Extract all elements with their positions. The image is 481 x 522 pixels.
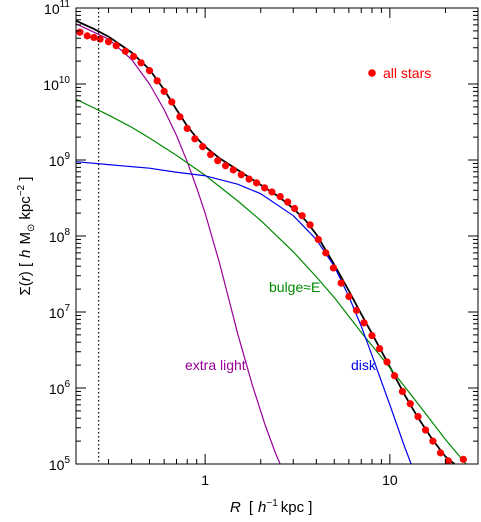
data-point xyxy=(268,188,276,196)
y-tick-label: 105 xyxy=(49,455,71,473)
points-layer xyxy=(76,28,467,464)
label-extra-light: extra light xyxy=(185,357,246,373)
data-point xyxy=(104,38,113,46)
data-point xyxy=(206,150,215,159)
data-point xyxy=(383,358,391,366)
y-axis-unit-h: h xyxy=(17,250,34,258)
x-axis-unit-exp: −1 xyxy=(266,498,278,509)
y-axis-exp: −2 xyxy=(16,184,27,196)
label-bulge: bulge≈E xyxy=(269,279,320,295)
data-point xyxy=(414,413,422,421)
data-point xyxy=(276,192,284,201)
y-axis-sun-sub: ⊙ xyxy=(26,224,37,232)
data-point xyxy=(145,67,154,75)
y-tick-label: 1011 xyxy=(44,0,70,17)
x-axis-unit-h: h xyxy=(258,499,266,516)
label-disk: disk xyxy=(351,357,377,373)
x-axis-open: [ xyxy=(249,499,254,516)
y-tick-label: 106 xyxy=(49,379,71,397)
y-tick-label: 109 xyxy=(49,151,71,169)
y-axis-ticks xyxy=(76,7,478,465)
data-point xyxy=(314,235,322,244)
data-point xyxy=(221,162,230,170)
data-point xyxy=(153,77,161,85)
data-point xyxy=(421,426,430,434)
data-point xyxy=(345,292,353,301)
y-axis-kpc: kpc xyxy=(17,196,34,220)
data-point xyxy=(298,212,306,220)
x-axis-kpc: kpc ] xyxy=(281,499,313,516)
data-point xyxy=(245,175,253,183)
x-tick-label: 10 xyxy=(382,472,398,488)
data-point xyxy=(360,319,368,327)
data-point xyxy=(390,372,399,380)
y-tick-label: 108 xyxy=(49,227,71,245)
y-axis-tick-labels: 105 106 107 108 109 1010 1011 xyxy=(43,0,70,473)
y-axis-title: Σ(r) [ hM⊙ kpc−2 ] xyxy=(16,177,37,296)
data-point xyxy=(183,124,191,133)
data-point xyxy=(398,387,407,396)
data-point xyxy=(199,143,207,151)
y-axis-var: r xyxy=(17,275,34,281)
data-point xyxy=(229,166,237,174)
data-point xyxy=(306,221,314,229)
data-point xyxy=(406,400,414,408)
y-axis-title-group: Σ(r) [ hM⊙ kpc−2 ] xyxy=(16,177,37,296)
x-tick-label: 1 xyxy=(201,472,209,488)
data-point xyxy=(129,52,138,61)
data-point xyxy=(436,449,445,457)
series-line-extra-light xyxy=(76,23,281,464)
data-point xyxy=(376,344,384,353)
series-line-total xyxy=(76,19,456,464)
y-axis-close: ) [ xyxy=(17,262,34,276)
data-point xyxy=(261,184,269,192)
data-point xyxy=(459,455,467,463)
data-point xyxy=(90,33,98,42)
y-axis-msun: M xyxy=(17,232,34,245)
y-tick-label: 1010 xyxy=(43,75,70,93)
x-axis-var: R xyxy=(230,499,241,516)
data-point xyxy=(284,198,292,206)
series-line-disk xyxy=(76,161,412,464)
series-line-bulge-e xyxy=(76,98,467,464)
data-point xyxy=(322,249,330,257)
legend-label-all-stars: all stars xyxy=(383,65,431,81)
data-point xyxy=(168,98,176,106)
data-point xyxy=(96,35,104,43)
data-point xyxy=(214,157,222,165)
y-tick-label: 107 xyxy=(49,303,71,321)
data-point xyxy=(368,331,376,340)
x-axis-tick-labels: 1 10 xyxy=(201,472,398,488)
data-point xyxy=(329,264,338,272)
data-point xyxy=(237,171,245,179)
data-point xyxy=(444,457,452,464)
data-point xyxy=(337,279,345,287)
y-axis-end: ] xyxy=(17,177,34,185)
data-point xyxy=(429,437,437,445)
data-point xyxy=(112,42,120,50)
data-point xyxy=(121,47,129,55)
x-axis-ticks xyxy=(75,8,479,464)
data-point xyxy=(352,306,361,314)
data-point xyxy=(83,32,91,40)
y-axis-sym: Σ( xyxy=(17,281,34,295)
data-point xyxy=(176,113,184,121)
data-point xyxy=(137,59,145,67)
data-point xyxy=(253,179,261,187)
legend-marker xyxy=(368,69,376,77)
data-point xyxy=(290,204,299,213)
data-point xyxy=(191,135,199,143)
data-point xyxy=(160,87,168,95)
data-point xyxy=(76,28,84,36)
x-axis-title: R [h−1 kpc ] xyxy=(230,498,312,516)
